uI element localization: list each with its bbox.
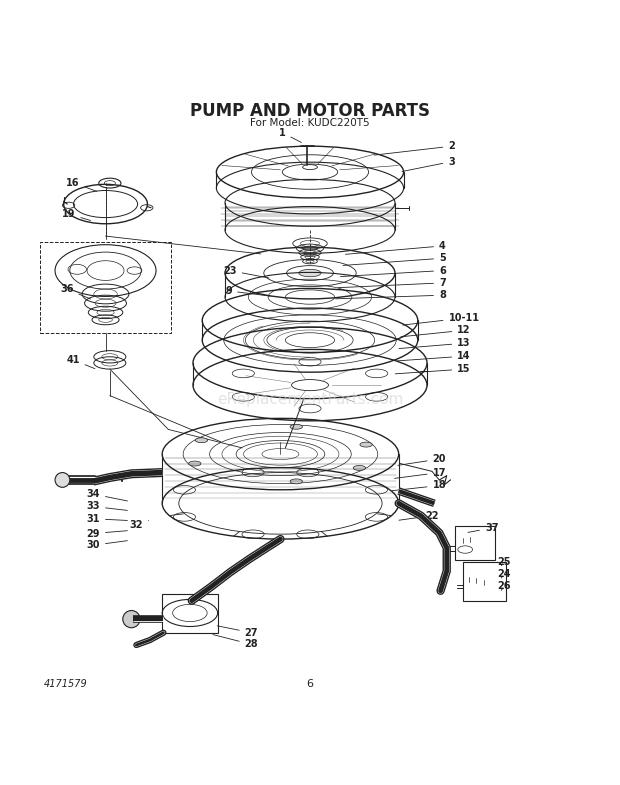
Bar	[454, 526, 495, 560]
Ellipse shape	[290, 479, 303, 484]
Text: 31: 31	[86, 513, 127, 524]
Text: 12: 12	[401, 325, 471, 337]
Ellipse shape	[188, 461, 201, 466]
Text: 22: 22	[399, 511, 439, 520]
Text: 15: 15	[396, 364, 471, 374]
Ellipse shape	[290, 425, 303, 429]
Text: 18: 18	[392, 480, 446, 491]
Text: 30: 30	[86, 540, 128, 550]
Text: 25: 25	[497, 557, 511, 567]
Ellipse shape	[299, 269, 321, 277]
Text: 34: 34	[86, 489, 128, 501]
Text: 36: 36	[60, 284, 91, 299]
Ellipse shape	[360, 442, 372, 447]
Text: 8: 8	[335, 290, 446, 300]
Text: 33: 33	[86, 502, 128, 512]
Text: 28: 28	[213, 634, 259, 649]
Text: 6: 6	[340, 265, 446, 276]
Bar	[40, 242, 171, 333]
Text: 4171579: 4171579	[44, 679, 87, 689]
Text: 7: 7	[338, 278, 446, 288]
Text: 16: 16	[66, 177, 97, 192]
Ellipse shape	[123, 611, 140, 628]
Text: 23: 23	[223, 265, 269, 278]
Text: 32: 32	[130, 520, 149, 530]
Bar	[463, 563, 506, 601]
Text: 24: 24	[497, 569, 511, 579]
Text: 27: 27	[217, 626, 259, 637]
Text: 19: 19	[62, 209, 91, 221]
Text: 5: 5	[343, 254, 446, 265]
Text: 20: 20	[397, 454, 446, 466]
Ellipse shape	[195, 438, 208, 443]
Ellipse shape	[55, 473, 70, 487]
Text: 41: 41	[66, 355, 95, 369]
Text: eReplacementParts.com: eReplacementParts.com	[217, 392, 403, 407]
Text: 17: 17	[395, 468, 446, 478]
Text: 9: 9	[225, 286, 270, 296]
Text: 10-11: 10-11	[402, 313, 479, 325]
Ellipse shape	[353, 466, 366, 470]
Text: 4: 4	[345, 241, 446, 254]
Text: For Model: KUDC220T5: For Model: KUDC220T5	[250, 118, 370, 128]
Text: 14: 14	[397, 351, 471, 361]
Text: 26: 26	[497, 582, 511, 591]
Text: 6: 6	[306, 679, 314, 689]
Text: 1: 1	[279, 128, 301, 142]
Bar	[162, 594, 218, 633]
Text: PUMP AND MOTOR PARTS: PUMP AND MOTOR PARTS	[190, 102, 430, 120]
Text: 29: 29	[86, 528, 128, 539]
Text: 13: 13	[399, 338, 471, 349]
Text: 37: 37	[468, 523, 498, 533]
Text: 3: 3	[402, 156, 455, 171]
Text: 2: 2	[374, 141, 455, 155]
